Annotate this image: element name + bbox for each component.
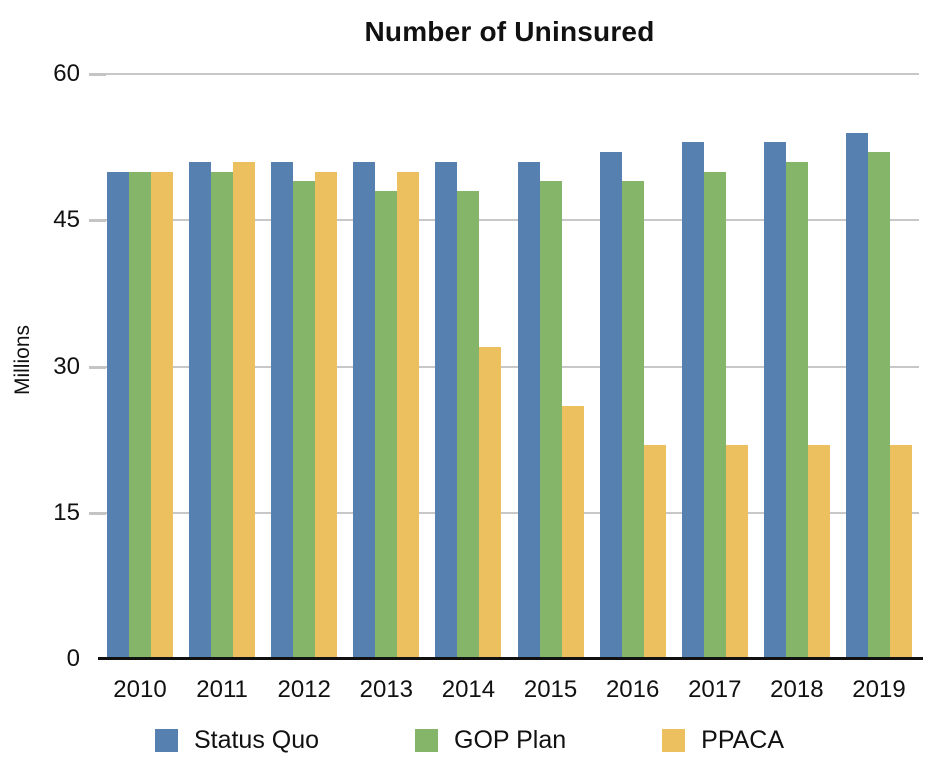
bar-ppaca-2018 xyxy=(807,444,830,659)
legend: Status Quo GOP Plan PPACA xyxy=(0,726,939,755)
legend-swatch-icon xyxy=(154,729,178,752)
bar-gop-plan-2010 xyxy=(129,171,151,659)
bar-ppaca-2016 xyxy=(643,444,666,659)
bar-gop-plan-2013 xyxy=(375,191,398,659)
legend-item-gop-plan: GOP Plan xyxy=(415,726,566,755)
gridline xyxy=(98,365,919,368)
legend-label: GOP Plan xyxy=(454,726,567,754)
y-tick-mark xyxy=(89,73,106,76)
y-tick-label: 15 xyxy=(53,498,80,526)
x-axis-label: 2016 xyxy=(605,676,660,703)
bar-status-quo-2011 xyxy=(189,161,212,659)
legend-item-status-quo: Status Quo xyxy=(154,726,320,755)
y-tick-mark xyxy=(89,511,106,515)
bar-gop-plan-2014 xyxy=(457,191,480,659)
legend-swatch-icon xyxy=(662,729,686,752)
bar-group-2017: 2017 xyxy=(681,74,748,703)
y-tick-label: 30 xyxy=(53,352,80,380)
y-tick-label: 60 xyxy=(53,60,80,87)
legend-swatch-icon xyxy=(415,729,439,752)
x-axis-label: 2014 xyxy=(441,676,496,703)
bar-status-quo-2018 xyxy=(763,142,786,659)
bar-ppaca-2017 xyxy=(725,444,748,659)
legend-item-ppaca: PPACA xyxy=(662,726,784,755)
bar-gop-plan-2011 xyxy=(211,171,234,659)
x-axis-label: 2011 xyxy=(196,676,248,703)
bar-group-2019: 2019 xyxy=(845,74,912,703)
bar-ppaca-2014 xyxy=(479,347,502,659)
y-tick-mark xyxy=(89,219,106,223)
x-axis-label: 2019 xyxy=(852,676,906,703)
bar-group-2011: 2011 xyxy=(189,74,256,703)
plot-area: 2010 2011 2012 2013 2014 2015 2016 2017 2018 2019 xyxy=(89,73,923,703)
bar-group-2012: 2012 xyxy=(271,74,338,703)
y-tick-mark xyxy=(89,365,106,369)
bar-status-quo-2016 xyxy=(599,152,622,659)
bar-gop-plan-2018 xyxy=(785,161,808,659)
bar-group-2016: 2016 xyxy=(599,74,666,703)
bar-ppaca-2015 xyxy=(561,405,584,659)
bar-ppaca-2019 xyxy=(889,444,912,659)
bar-ppaca-2010 xyxy=(151,171,173,659)
bar-status-quo-2015 xyxy=(517,161,540,659)
x-axis-label: 2017 xyxy=(688,676,742,703)
bar-gop-plan-2016 xyxy=(621,181,644,659)
legend-label: PPACA xyxy=(701,726,785,754)
bar-group-2015: 2015 xyxy=(517,74,584,703)
x-axis-label: 2013 xyxy=(359,676,414,703)
bar-gop-plan-2019 xyxy=(867,152,890,659)
bar-status-quo-2013 xyxy=(353,161,376,659)
chart-title: Number of Uninsured xyxy=(364,16,655,47)
bar-group-2014: 2014 xyxy=(435,74,502,703)
gridline xyxy=(98,511,919,514)
x-axis-label: 2012 xyxy=(277,676,331,703)
bar-group-2010: 2010 xyxy=(107,74,173,703)
y-tick-label: 45 xyxy=(53,206,80,234)
x-axis-label: 2010 xyxy=(113,676,167,703)
bar-status-quo-2014 xyxy=(435,161,458,659)
bar-status-quo-2017 xyxy=(681,142,704,659)
bar-status-quo-2012 xyxy=(271,161,294,659)
bar-gop-plan-2015 xyxy=(539,181,562,659)
bar-ppaca-2013 xyxy=(397,171,420,659)
bar-gop-plan-2012 xyxy=(293,181,316,659)
bar-status-quo-2010 xyxy=(107,171,129,659)
bar-ppaca-2011 xyxy=(233,161,256,659)
bar-group-2018: 2018 xyxy=(763,74,830,703)
y-tick-label: 0 xyxy=(66,645,80,672)
gridline xyxy=(98,73,919,75)
x-axis-label: 2018 xyxy=(770,676,824,703)
gridline xyxy=(98,219,919,222)
bar-ppaca-2012 xyxy=(315,171,338,659)
legend-label: Status Quo xyxy=(193,726,320,754)
bar-group-2013: 2013 xyxy=(353,74,420,703)
bar-status-quo-2019 xyxy=(845,132,868,659)
x-axis-line xyxy=(98,657,923,660)
x-axis-label: 2015 xyxy=(523,676,578,703)
bars-layer: 2010 2011 2012 2013 2014 2015 2016 2017 2018 2019 xyxy=(98,74,921,703)
bar-gop-plan-2017 xyxy=(703,171,726,659)
